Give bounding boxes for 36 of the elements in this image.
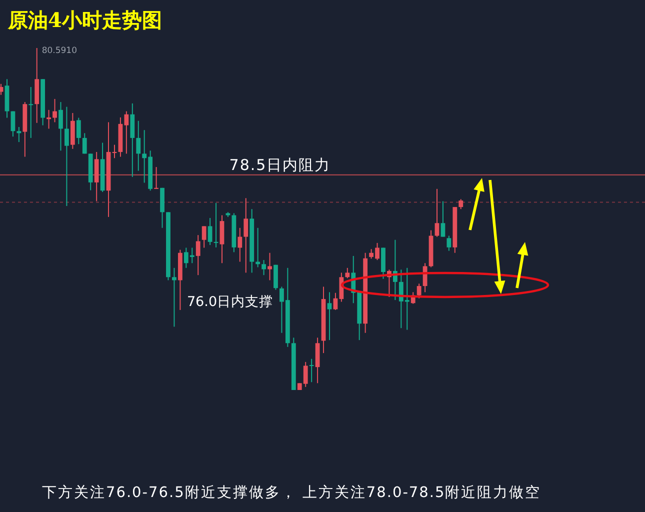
ref-line-label: 78.5日内阻力 [229,156,331,174]
candlestick [208,217,212,246]
candlestick [274,264,278,290]
chart-title: 原油4小时走势图 [7,8,162,32]
candlestick [28,86,34,138]
candlestick [262,260,266,276]
candlestick [172,267,176,328]
candlestick [76,117,81,145]
candlestick [458,198,464,210]
candlestick [16,126,22,143]
candlestick [136,120,141,172]
candlestick [0,83,4,96]
candlestick [58,102,63,152]
candlestick [309,358,314,383]
candlestick [315,337,320,384]
candlestick [238,227,242,262]
candlestick [220,214,224,264]
text: 下方关注76.0-76.5附近支撑做多， 上方关注78.0-78.5附近阻力做空 [42,484,542,501]
candlestick [70,112,75,150]
annotation: 80.5910 [42,46,78,56]
candlestick [434,188,440,238]
candlestick [130,102,135,178]
candlestick [244,198,248,274]
candlestick [345,267,350,279]
candlestick [94,151,99,202]
candlestick [268,252,272,281]
candlestick [416,283,422,299]
candlestick [154,166,158,190]
candlestick [196,234,200,276]
annotation: 76.0日内支撑 [186,294,274,310]
candlestick [82,132,87,154]
candlestick [327,292,332,341]
candlestick [64,106,69,207]
candlestick [440,200,446,238]
candlestick [202,226,206,248]
candlestick [446,235,452,252]
